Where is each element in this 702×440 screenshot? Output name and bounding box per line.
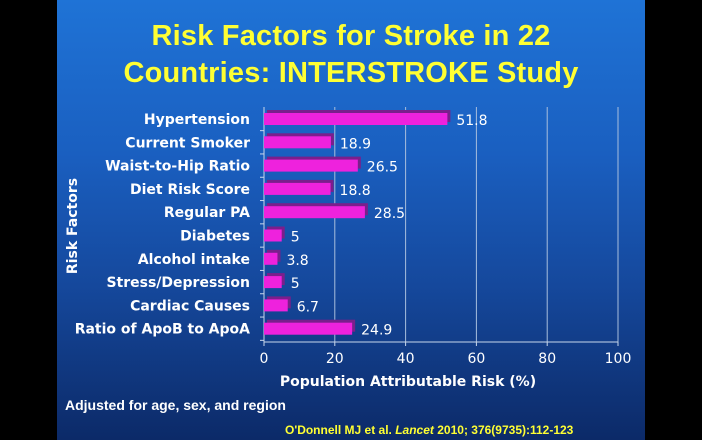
category-label: Cardiac Causes xyxy=(130,298,250,314)
bar-alcohol-intake xyxy=(264,252,278,265)
value-label: 6.7 xyxy=(297,299,319,315)
x-tick-label-20: 20 xyxy=(326,351,344,367)
citation-details: 2010; 376(9735):112-123 xyxy=(437,423,574,437)
citation: O'Donnell MJ et al. Lancet 2010; 376(973… xyxy=(285,423,573,437)
value-label: 51.8 xyxy=(456,113,487,129)
slide-title-line-2: Countries: INTERSTROKE Study xyxy=(123,57,579,89)
x-tick-label-100: 100 xyxy=(605,351,632,367)
value-label: 3.8 xyxy=(286,253,308,269)
x-tick-label-60: 60 xyxy=(467,351,485,367)
citation-authors: O'Donnell MJ et al. xyxy=(285,423,392,437)
bar-ratio-of-apob-to-apoa xyxy=(264,322,353,335)
category-label: Current Smoker xyxy=(125,135,250,151)
x-tick-label-40: 40 xyxy=(397,351,415,367)
y-axis-title: Risk Factors xyxy=(65,178,81,274)
value-label: 18.9 xyxy=(340,136,371,152)
category-label: Alcohol intake xyxy=(138,252,250,268)
bar-diet-risk-score xyxy=(264,182,331,195)
bar-stress-depression xyxy=(264,276,282,289)
category-label: Hypertension xyxy=(144,112,250,128)
bar-chart: 0 20 40 60 80 100 Hypertension 51.8 Current Smok… xyxy=(65,107,632,390)
bar-diabetes xyxy=(264,229,282,242)
bar-current-smoker xyxy=(264,136,331,149)
slide-title-line-1: Risk Factors for Stroke in 22 xyxy=(151,20,551,52)
category-label: Ratio of ApoB to ApoA xyxy=(75,322,250,338)
value-label: 26.5 xyxy=(367,160,398,176)
value-label: 28.5 xyxy=(374,206,405,222)
adjustment-note: Adjusted for age, sex, and region xyxy=(65,397,286,413)
value-label: 18.8 xyxy=(340,183,371,199)
citation-journal: Lancet xyxy=(395,423,434,437)
bar-cardiac-causes xyxy=(264,299,288,312)
category-label: Stress/Depression xyxy=(106,275,250,291)
x-tick-label-0: 0 xyxy=(260,351,269,367)
category-label: Diabetes xyxy=(180,229,250,245)
value-label: 5 xyxy=(291,230,300,246)
bar-regular-pa xyxy=(264,206,365,219)
category-label: Regular PA xyxy=(164,205,250,221)
category-label: Waist-to-Hip Ratio xyxy=(105,159,250,175)
slide: Risk Factors for Stroke in 22 Countries:… xyxy=(57,0,645,440)
bar-hypertension xyxy=(264,113,448,125)
x-tick-label-80: 80 xyxy=(538,351,556,367)
value-label: 5 xyxy=(291,276,300,292)
value-label: 24.9 xyxy=(361,323,392,339)
x-axis-title: Population Attributable Risk (%) xyxy=(280,374,536,390)
category-label: Diet Risk Score xyxy=(130,182,250,198)
bar-waist-to-hip-ratio xyxy=(264,159,358,172)
